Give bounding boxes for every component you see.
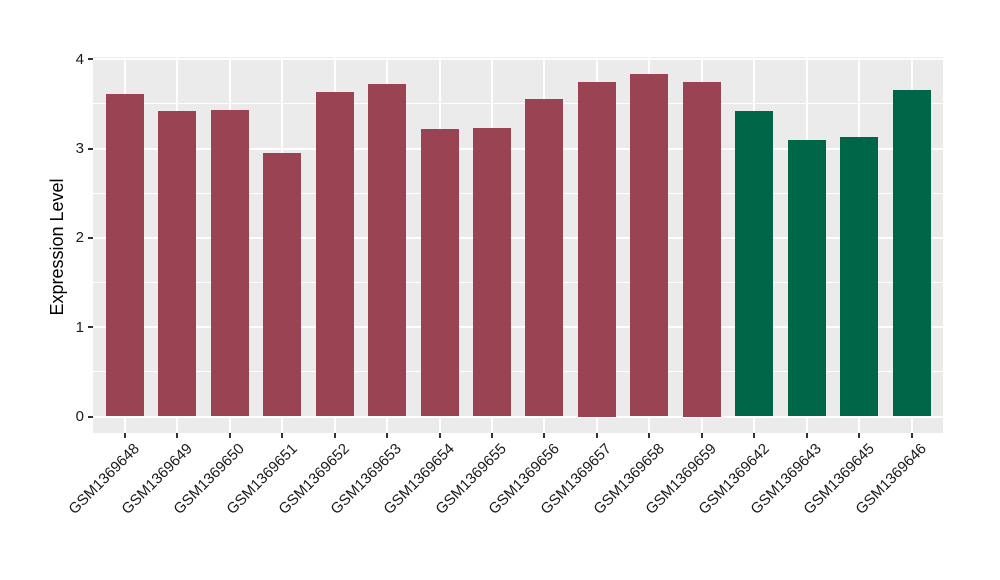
x-tick-label: GSM1369648 [65,440,144,518]
y-tick-label: 1 [75,318,84,336]
x-tick-mark [228,433,231,438]
bar [577,81,616,417]
bar [105,94,144,417]
bar [787,139,826,417]
x-tick-label: GSM1369658 [590,440,668,518]
x-tick-label: GSM1369657 [537,440,616,518]
major-gridline [93,415,943,418]
major-gridline [93,326,943,329]
x-tick-mark [333,433,336,438]
y-axis-title: Expression Level [47,178,67,316]
bar [315,92,354,417]
x-tick-mark [386,433,389,438]
x-tick-mark [595,433,598,438]
bar [368,84,407,417]
bar [472,128,511,417]
x-tick-mark [281,433,284,438]
minor-gridline [93,371,943,373]
x-tick-mark [490,433,493,438]
y-tick-label: 2 [75,229,84,247]
x-tick-mark [700,433,703,438]
x-tick-mark [858,433,861,438]
x-tick-label: GSM1369643 [747,440,826,518]
bar [210,110,249,417]
bar [735,111,774,417]
major-gridline [93,236,943,239]
minor-gridline [93,282,943,284]
x-tick-label: GSM1369651 [222,440,301,518]
x-tick-label: GSM1369652 [275,440,353,518]
bar [158,111,197,417]
bar [525,98,564,417]
minor-gridline [93,103,943,105]
y-tick-label: 3 [75,140,84,158]
x-tick-label: GSM1369650 [170,440,248,518]
minor-gridline [93,192,943,194]
x-tick-label: GSM1369655 [432,440,511,518]
x-tick-label: GSM1369659 [642,440,721,518]
x-tick-mark [753,433,756,438]
bar [682,81,721,417]
y-tick-label: 0 [75,408,84,425]
x-tick-mark [543,433,546,438]
x-tick-mark [910,433,913,438]
x-tick-mark [648,433,651,438]
x-tick-mark [438,433,441,438]
bar [892,89,931,417]
bar [630,73,669,417]
bar [263,153,302,417]
x-tick-mark [123,433,126,438]
plot-panel [93,57,943,433]
x-tick-label: GSM1369654 [380,440,458,518]
y-tick-label: 4 [75,50,84,68]
bar [420,128,459,417]
major-gridline [93,147,943,150]
bar [840,136,879,417]
x-tick-label: GSM1369645 [800,440,878,518]
major-gridline [93,58,943,61]
x-tick-mark [176,433,179,438]
x-tick-label: GSM1369656 [485,440,563,518]
x-tick-label: GSM1369649 [118,440,196,518]
x-tick-label: GSM1369653 [327,440,406,518]
x-tick-label: GSM1369642 [695,440,773,518]
x-tick-label: GSM1369646 [852,440,931,518]
x-tick-mark [805,433,808,438]
